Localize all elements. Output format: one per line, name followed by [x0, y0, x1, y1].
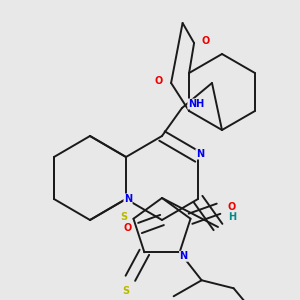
Text: N: N [180, 251, 188, 261]
Text: NH: NH [188, 99, 204, 109]
Text: H: H [228, 212, 236, 222]
Text: N: N [124, 194, 132, 204]
Text: S: S [120, 212, 127, 222]
Text: O: O [227, 202, 236, 212]
Text: O: O [155, 76, 163, 86]
Text: S: S [122, 286, 129, 296]
Text: N: N [196, 149, 204, 159]
Text: O: O [124, 223, 132, 233]
Text: O: O [202, 36, 210, 46]
